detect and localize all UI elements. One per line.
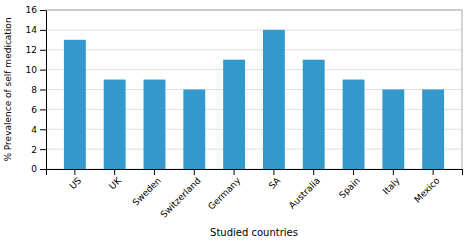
tick: Australia <box>287 169 322 211</box>
tick: US <box>67 169 83 191</box>
tick: Mexico <box>412 169 442 205</box>
tick: 14 <box>26 25 46 35</box>
tick-mark <box>114 169 115 175</box>
tick-mark <box>40 50 46 51</box>
tick-mark <box>353 169 354 175</box>
tick-mark <box>40 149 46 150</box>
tick: 12 <box>26 45 46 55</box>
tick: 8 <box>31 85 46 95</box>
tick-label: UK <box>107 175 124 192</box>
tick: Sweden <box>131 169 163 208</box>
tick-mark <box>273 169 274 175</box>
x-axis-title: Studied countries <box>210 227 298 238</box>
tick-label: 4 <box>31 125 37 135</box>
tick-mark <box>40 109 46 110</box>
plot: 0 2 4 6 8 10 12 14 16 US UK SwedenSwitzerlandGerman… <box>26 5 463 219</box>
tick-label: 16 <box>26 5 38 15</box>
tick-label: 12 <box>26 45 37 55</box>
tick-label: 0 <box>31 164 37 174</box>
chart: 0 2 4 6 8 10 12 14 16 US UK SwedenSwitzerlandGerman… <box>0 0 474 241</box>
tick-mark <box>40 70 46 71</box>
y-axis: 0 2 4 6 8 10 12 14 16 <box>26 5 47 174</box>
tick-label: Spain <box>337 175 362 200</box>
tick-label: Mexico <box>412 175 442 205</box>
bar <box>303 60 325 169</box>
axis-line <box>40 11 47 170</box>
tick: 6 <box>31 105 46 115</box>
axis-line <box>47 170 463 176</box>
tick-mark <box>234 169 235 175</box>
tick: Spain <box>337 169 362 200</box>
tick: Germany <box>206 169 243 212</box>
tick-mark <box>194 169 195 175</box>
bar <box>183 90 205 170</box>
tick-mark <box>40 169 46 170</box>
tick: 4 <box>31 125 46 135</box>
tick-mark <box>393 169 394 175</box>
grid-line <box>46 49 462 50</box>
tick-label: US <box>67 175 83 191</box>
bar <box>223 60 245 169</box>
x-axis: US UK SwedenSwitzerlandGermany SAAustralia S… <box>47 169 463 220</box>
tick-label: Italy <box>381 175 402 196</box>
tick-mark <box>433 169 434 175</box>
tick-mark <box>74 169 75 175</box>
tick-label: 2 <box>31 145 37 155</box>
tick-label: 14 <box>26 25 38 35</box>
tick-mark <box>40 30 46 31</box>
bar <box>64 40 86 169</box>
tick: Italy <box>381 169 402 196</box>
tick-mark <box>40 10 46 11</box>
grid-line <box>46 29 462 30</box>
tick-label: SA <box>267 175 283 191</box>
tick-label: 8 <box>31 85 37 95</box>
bar <box>263 30 285 169</box>
tick: 2 <box>31 145 46 155</box>
tick: 0 <box>31 164 46 174</box>
tick: UK <box>107 169 124 191</box>
tick-mark <box>313 169 314 175</box>
bar <box>422 90 444 170</box>
bars <box>64 30 444 169</box>
bar <box>104 80 126 169</box>
grid-line <box>46 10 462 11</box>
grid-line <box>46 69 462 70</box>
tick: 16 <box>26 5 46 15</box>
frame <box>46 10 462 11</box>
y-axis-title: % Prevalence of self medication <box>3 17 13 161</box>
tick-label: Australia <box>287 175 322 210</box>
tick-mark <box>154 169 155 175</box>
tick-label: 6 <box>31 105 37 115</box>
grid <box>46 10 462 169</box>
tick-label: 10 <box>26 65 38 75</box>
tick: Switzerland <box>159 169 203 220</box>
tick: 10 <box>26 65 46 75</box>
bar <box>144 80 166 169</box>
tick: SA <box>267 169 283 191</box>
tick-label: Switzerland <box>159 175 203 219</box>
bar <box>382 90 404 170</box>
bar <box>343 80 365 169</box>
frame <box>462 10 463 169</box>
tick-mark <box>40 90 46 91</box>
tick-label: Sweden <box>131 175 163 207</box>
tick-mark <box>40 129 46 130</box>
tick-label: Germany <box>206 175 243 212</box>
